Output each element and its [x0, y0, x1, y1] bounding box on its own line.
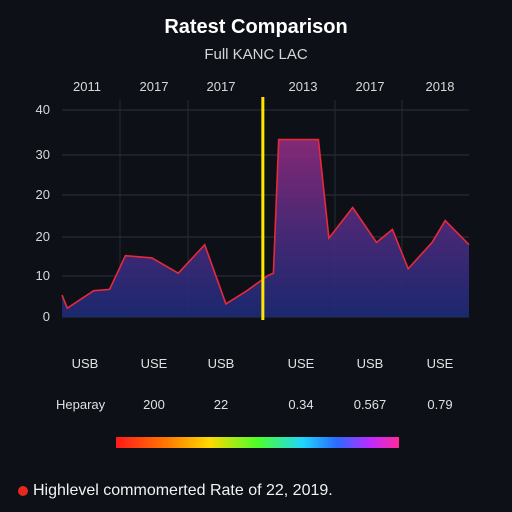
x-tick-label: 2011 [73, 79, 101, 94]
red-dot-icon [18, 486, 28, 496]
x-tick-label: 2017 [140, 79, 169, 94]
axis-labels: 0 10 20 20 30 40 2011 2017 2017 2013 2017 2018 [36, 79, 455, 324]
bottom-row-2-cell: 0.567 [353, 397, 387, 412]
bottom-row-2-label: Heparay [56, 397, 106, 412]
bottom-row-1-cell: USE [287, 356, 315, 371]
y-tick-label: 20 [36, 229, 50, 244]
color-scale-bar [116, 437, 399, 448]
bottom-row-1-cell: USB [356, 356, 384, 371]
x-tick-label: 2018 [426, 79, 455, 94]
series-fill [62, 139, 469, 317]
y-tick-label: 30 [36, 147, 50, 162]
bottom-row-2-cell: 22 [213, 397, 229, 412]
bottom-row-1-cell: USE [426, 356, 454, 371]
series-line [61, 138, 470, 310]
x-tick-label: 2017 [356, 79, 385, 94]
y-tick-label: 20 [36, 187, 50, 202]
bottom-row-2-cell: 0.34 [288, 397, 314, 412]
series-area [61, 138, 470, 317]
chart-subtitle: Full KANC LAC [204, 46, 308, 63]
bottom-row-1-cell: USB [71, 356, 99, 371]
y-tick-label: 0 [43, 309, 50, 324]
chart-title: Ratest Comparison [164, 16, 348, 38]
footer-text: Highlevel commomerted Rate of 22, 2019. [33, 482, 333, 499]
bottom-row-1-cell: USB [207, 356, 235, 371]
bottom-row-1-cell: USE [140, 356, 168, 371]
x-tick-label: 2013 [289, 79, 318, 94]
y-tick-label: 40 [36, 102, 50, 117]
x-tick-label: 2017 [207, 79, 236, 94]
bottom-row-2-cell: 0.79 [427, 397, 453, 412]
bottom-row-2-cell: 200 [143, 397, 165, 412]
footer-note: Highlevel commomerted Rate of 22, 2019. [18, 482, 333, 500]
y-tick-label: 10 [36, 268, 50, 283]
